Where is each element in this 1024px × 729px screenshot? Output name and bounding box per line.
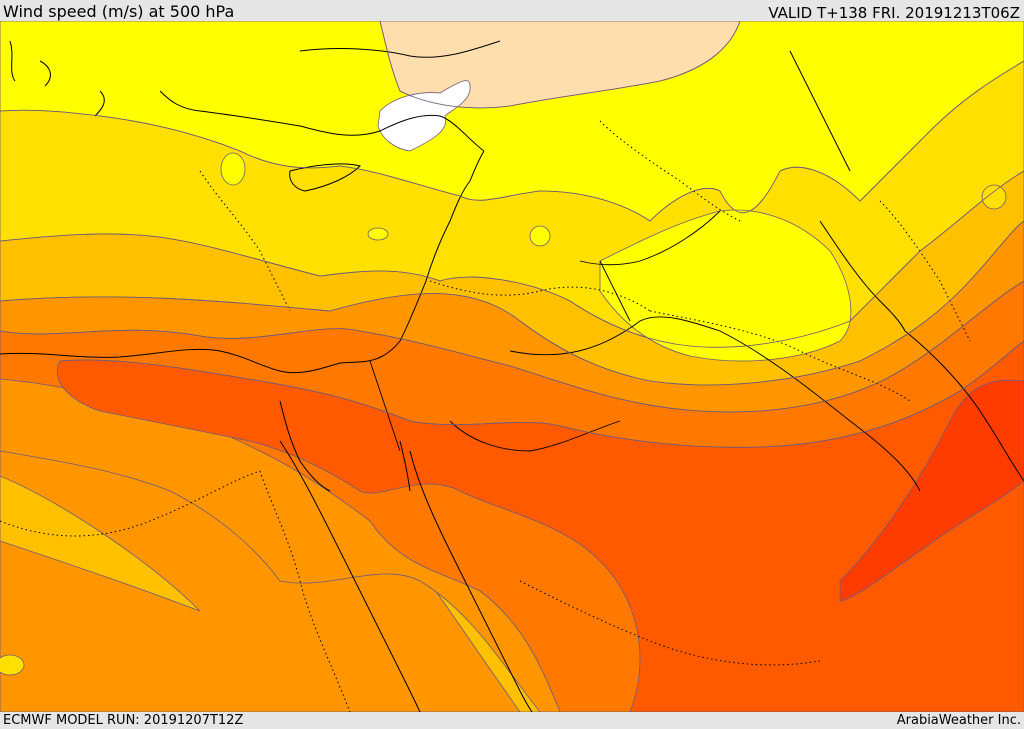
credit: ArabiaWeather Inc.: [896, 713, 1021, 728]
speck-4: [981, 184, 1007, 210]
speck-5: [0, 654, 25, 676]
band-light-east: [599, 209, 852, 362]
speck-2: [367, 227, 389, 241]
valid-time: VALID T+138 FRI. 20191213T06Z: [768, 4, 1020, 22]
country-borders: [0, 120, 971, 712]
contour-lines: [0, 21, 1024, 448]
band-jet-core: [839, 379, 1024, 602]
map-title: Wind speed (m/s) at 500 hPa: [3, 2, 235, 21]
title-bar: Wind speed (m/s) at 500 hPa VALID T+138 …: [0, 0, 1024, 21]
coastlines: [0, 40, 1024, 712]
footer-bar: ECMWF MODEL RUN: 20191207T12Z ArabiaWeat…: [0, 712, 1024, 729]
borders-solid: [369, 210, 921, 492]
speck-1: [220, 152, 246, 186]
wind-speed-map: [0, 21, 1024, 712]
model-run: ECMWF MODEL RUN: 20191207T12Z: [3, 713, 244, 728]
speck-3: [529, 225, 551, 247]
